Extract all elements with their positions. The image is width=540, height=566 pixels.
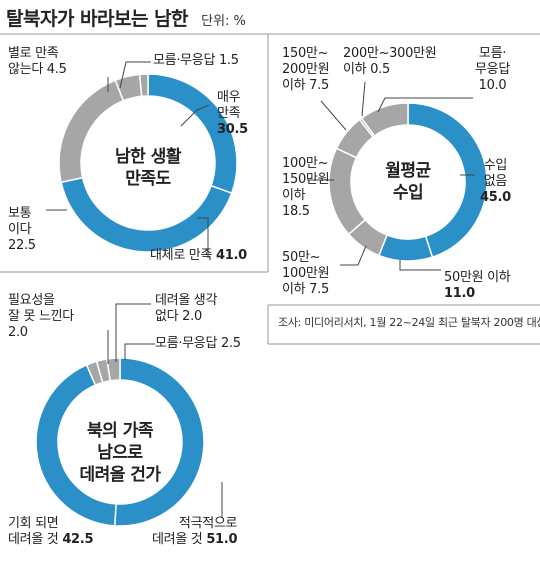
label-income-100to150: 100만~ 150만원 이하 18.5: [282, 156, 330, 219]
unit-label: 단위: %: [201, 14, 246, 29]
leader-2-200to300: [361, 81, 366, 117]
leader-1-mostly: [197, 217, 209, 258]
label-satisfaction-notreally: 별로 만족 않는다 4.5: [8, 46, 67, 77]
leader-2-dontknow: [377, 97, 473, 113]
leader-1-very: [180, 104, 210, 127]
label-family-chance: 기회 되면 데려올 것 42.5: [8, 516, 94, 547]
donut-title-income: 월평균 수입: [385, 161, 431, 203]
label-income-dontknow: 모름· 무응답 10.0: [475, 46, 510, 93]
label-income-under50: 50만원 이하 11.0: [444, 270, 511, 301]
label-family-dontknow: 모름·무응답 2.5: [155, 336, 241, 351]
leader-1-dontknow: [119, 61, 151, 89]
donut-title-family: 북의 가족 남으로 데려올 건가: [79, 421, 161, 485]
source-note: 조사: 미디어리서치, 1월 22~24일 최근 탈북자 200명 대상: [278, 316, 540, 329]
label-income-200to300: 200만~300만원 이하 0.5: [343, 46, 437, 77]
leader-2-50to100: [340, 245, 367, 266]
label-family-nothink: 데려올 생각 없다 2.0: [155, 293, 218, 324]
label-family-eager: 적극적으로 데려올 것 51.0: [152, 516, 238, 547]
label-satisfaction-mostly: 대체로 만족 41.0: [150, 248, 247, 263]
label-income-50to100: 50만~ 100만원 이하 7.5: [282, 250, 330, 297]
page-title: 탈북자가 바라보는 남한: [6, 8, 189, 30]
label-income-150to200: 150만~ 200만원 이하 7.5: [282, 46, 330, 93]
leader-2-150to200: [320, 100, 347, 131]
label-family-noneed: 필요성을 잘 못 느낀다 2.0: [8, 293, 74, 340]
donut-family: [35, 357, 205, 527]
slice-family-0: [113, 357, 205, 527]
donut-satisfaction: [58, 73, 238, 253]
label-income-none: 수입 없음 45.0: [480, 158, 511, 205]
slice-income-1: [377, 234, 434, 262]
leader-2-under50: [399, 260, 441, 271]
donut-title-satisfaction: 남한 생활 만족도: [115, 147, 181, 189]
label-satisfaction-normal: 보통 이다 22.5: [8, 206, 36, 253]
leader-3-dontknow: [124, 343, 155, 360]
leader-3-nothink: [115, 303, 151, 362]
slice-income-0: [407, 102, 488, 259]
slice-family-4: [106, 357, 121, 382]
slice-satisfaction-4: [138, 73, 149, 98]
donut-income: [328, 102, 488, 262]
slice-income-3: [328, 147, 367, 236]
label-satisfaction-dontknow: 모름·무응답 1.5: [153, 53, 239, 68]
label-satisfaction-very: 매우 만족 30.5: [217, 90, 248, 137]
title-row: 탈북자가 바라보는 남한 단위: %: [6, 4, 246, 31]
slice-income-6: [360, 102, 409, 137]
leader-lines: [46, 61, 475, 518]
